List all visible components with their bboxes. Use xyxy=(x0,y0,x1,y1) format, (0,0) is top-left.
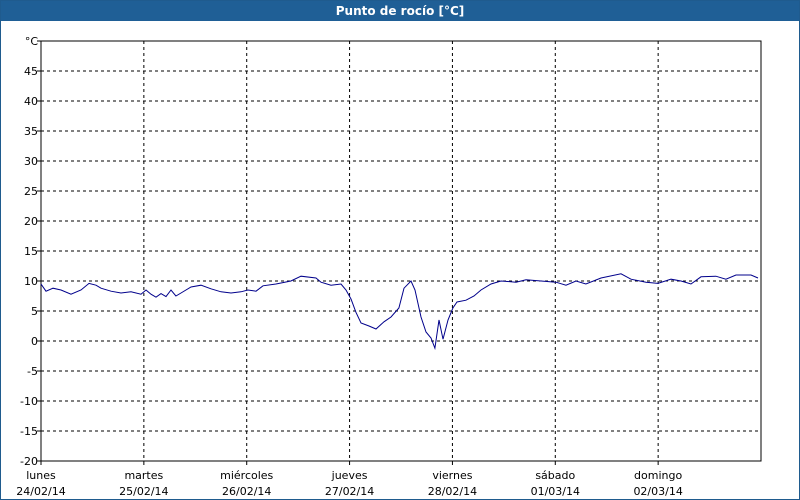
y-tick-label: 15 xyxy=(24,245,38,258)
x-tick-date: 27/02/14 xyxy=(325,485,374,498)
x-tick-date: 02/03/14 xyxy=(633,485,682,498)
data-line xyxy=(40,273,759,351)
x-tick-date: 25/02/14 xyxy=(119,485,168,498)
x-tick-label: jueves xyxy=(331,469,368,482)
x-tick-date: 26/02/14 xyxy=(222,485,271,498)
y-tick-label: 10 xyxy=(24,275,38,288)
x-tick-label: sábado xyxy=(535,469,575,482)
y-tick-label: 0 xyxy=(31,335,38,348)
y-tick-label: -15 xyxy=(20,425,38,438)
x-tick-label: viernes xyxy=(432,469,472,482)
y-tick-label: 30 xyxy=(24,155,38,168)
y-tick-label: 40 xyxy=(24,95,38,108)
y-tick-label: 5 xyxy=(31,305,38,318)
y-tick-label: -20 xyxy=(20,455,38,468)
x-tick-label: martes xyxy=(124,469,163,482)
plot-frame xyxy=(40,40,762,462)
x-tick-label: lunes xyxy=(26,469,56,482)
y-tick-label: 35 xyxy=(24,125,38,138)
title-bar: Punto de rocío [°C] xyxy=(1,1,799,21)
x-tick-label: miércoles xyxy=(220,469,273,482)
y-tick-label: -10 xyxy=(20,395,38,408)
y-tick-label: 25 xyxy=(24,185,38,198)
x-tick-date: 28/02/14 xyxy=(428,485,477,498)
y-tick-label: °C xyxy=(25,35,39,48)
x-tick-date: 01/03/14 xyxy=(531,485,580,498)
x-tick-date: 24/02/14 xyxy=(16,485,65,498)
y-tick-label: -5 xyxy=(27,365,38,378)
y-tick-label: 20 xyxy=(24,215,38,228)
y-tick-label: 45 xyxy=(24,65,38,78)
x-tick-label: domingo xyxy=(634,469,682,482)
chart: -20 -15 -10 -5 0 5 10 15 20 25 30 35 40 45 °C lunes 24/0… xyxy=(16,35,762,498)
